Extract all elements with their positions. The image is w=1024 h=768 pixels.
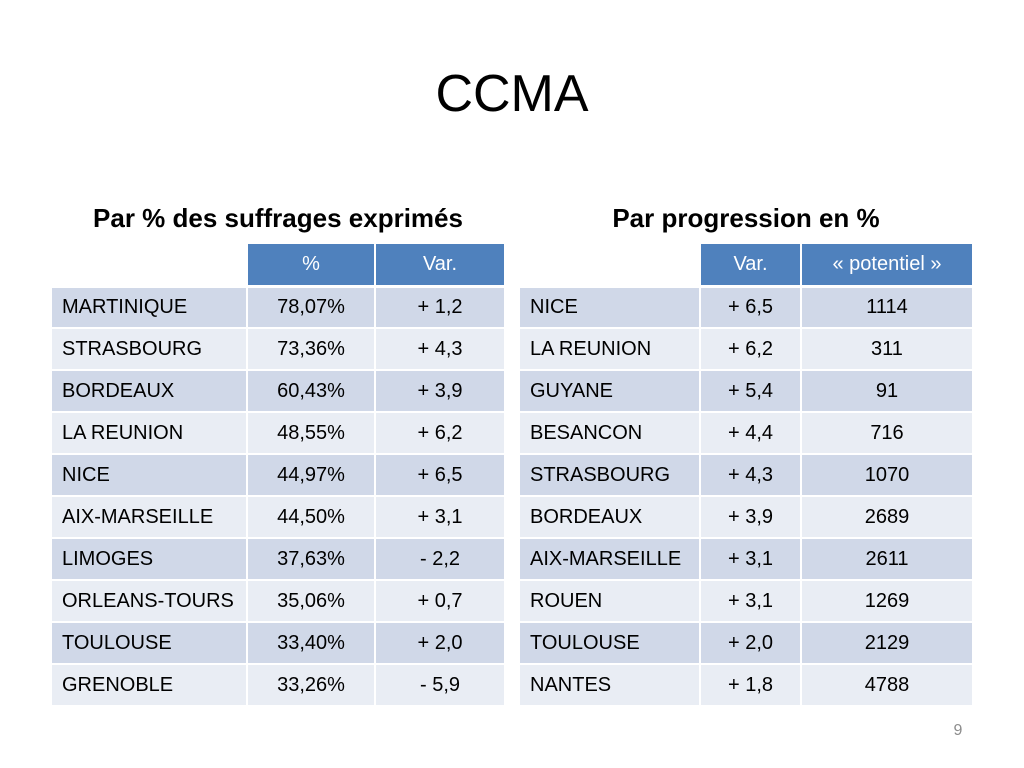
row-var: + 3,9 — [375, 370, 504, 413]
row-name: TOULOUSE — [520, 622, 701, 665]
row-name: LA REUNION — [52, 412, 248, 455]
row-name: ORLEANS-TOURS — [52, 580, 248, 623]
table-row: BORDEAUX 60,43% + 3,9 — [52, 370, 504, 413]
table-row: ORLEANS-TOURS 35,06% + 0,7 — [52, 580, 504, 623]
left-results-table: % Var. MARTINIQUE 78,07% + 1,2 STRASBOUR… — [52, 244, 504, 707]
row-name: STRASBOURG — [520, 454, 701, 497]
row-potentiel: 91 — [801, 370, 972, 413]
column-header-name — [52, 244, 248, 288]
row-name: BORDEAUX — [52, 370, 248, 413]
row-percent: 73,36% — [247, 328, 376, 371]
table-row: LA REUNION + 6,2 311 — [520, 328, 972, 371]
table-row: AIX-MARSEILLE 44,50% + 3,1 — [52, 496, 504, 539]
page-number: 9 — [953, 722, 963, 739]
row-name: NICE — [52, 454, 248, 497]
slide-title: CCMA — [435, 65, 589, 123]
row-var: - 2,2 — [375, 538, 504, 581]
row-name: GUYANE — [520, 370, 701, 413]
table-row: NANTES + 1,8 4788 — [520, 664, 972, 707]
row-var: + 1,8 — [700, 664, 802, 707]
row-percent: 33,26% — [247, 664, 376, 707]
row-percent: 44,97% — [247, 454, 376, 497]
row-name: NICE — [520, 286, 701, 329]
row-name: MARTINIQUE — [52, 286, 248, 329]
table-row: MARTINIQUE 78,07% + 1,2 — [52, 286, 504, 329]
row-potentiel: 716 — [801, 412, 972, 455]
row-var: + 3,9 — [700, 496, 802, 539]
table-row: LA REUNION 48,55% + 6,2 — [52, 412, 504, 455]
table-row: STRASBOURG + 4,3 1070 — [520, 454, 972, 497]
row-name: LIMOGES — [52, 538, 248, 581]
row-percent: 35,06% — [247, 580, 376, 623]
row-percent: 60,43% — [247, 370, 376, 413]
row-var: + 5,4 — [700, 370, 802, 413]
row-name: TOULOUSE — [52, 622, 248, 665]
table-row: STRASBOURG 73,36% + 4,3 — [52, 328, 504, 371]
row-var: + 2,0 — [700, 622, 802, 665]
row-var: + 4,3 — [700, 454, 802, 497]
table-row: BORDEAUX + 3,9 2689 — [520, 496, 972, 539]
row-var: + 0,7 — [375, 580, 504, 623]
row-var: + 6,5 — [375, 454, 504, 497]
row-var: + 1,2 — [375, 286, 504, 329]
row-potentiel: 4788 — [801, 664, 972, 707]
row-var: + 3,1 — [700, 538, 802, 581]
column-header-var: Var. — [375, 244, 504, 288]
row-name: AIX-MARSEILLE — [520, 538, 701, 581]
row-name: AIX-MARSEILLE — [52, 496, 248, 539]
row-var: + 2,0 — [375, 622, 504, 665]
row-percent: 48,55% — [247, 412, 376, 455]
row-percent: 78,07% — [247, 286, 376, 329]
row-name: STRASBOURG — [52, 328, 248, 371]
column-header-potentiel: « potentiel » — [801, 244, 972, 288]
row-var: + 4,4 — [700, 412, 802, 455]
table-row: LIMOGES 37,63% - 2,2 — [52, 538, 504, 581]
row-var: + 6,2 — [700, 328, 802, 371]
column-header-name — [520, 244, 701, 288]
row-var: - 5,9 — [375, 664, 504, 707]
row-percent: 44,50% — [247, 496, 376, 539]
right-results-table: Var. « potentiel » NICE + 6,5 1114 LA RE… — [520, 244, 972, 707]
row-var: + 6,5 — [700, 286, 802, 329]
row-potentiel: 1114 — [801, 286, 972, 329]
row-percent: 33,40% — [247, 622, 376, 665]
row-potentiel: 2611 — [801, 538, 972, 581]
row-potentiel: 1070 — [801, 454, 972, 497]
row-name: BORDEAUX — [520, 496, 701, 539]
table-row: AIX-MARSEILLE + 3,1 2611 — [520, 538, 972, 581]
table-row: BESANCON + 4,4 716 — [520, 412, 972, 455]
row-var: + 4,3 — [375, 328, 504, 371]
row-potentiel: 1269 — [801, 580, 972, 623]
row-name: BESANCON — [520, 412, 701, 455]
row-potentiel: 2129 — [801, 622, 972, 665]
row-var: + 3,1 — [700, 580, 802, 623]
column-header-var: Var. — [700, 244, 802, 288]
row-name: ROUEN — [520, 580, 701, 623]
table-header-row: Var. « potentiel » — [520, 244, 972, 288]
table-header-row: % Var. — [52, 244, 504, 288]
row-percent: 37,63% — [247, 538, 376, 581]
row-potentiel: 2689 — [801, 496, 972, 539]
table-row: GRENOBLE 33,26% - 5,9 — [52, 664, 504, 707]
table-row: NICE + 6,5 1114 — [520, 286, 972, 329]
row-name: NANTES — [520, 664, 701, 707]
column-header-percent: % — [247, 244, 376, 288]
row-name: LA REUNION — [520, 328, 701, 371]
table-row: TOULOUSE + 2,0 2129 — [520, 622, 972, 665]
row-var: + 3,1 — [375, 496, 504, 539]
table-row: NICE 44,97% + 6,5 — [52, 454, 504, 497]
table-row: GUYANE + 5,4 91 — [520, 370, 972, 413]
left-table-heading: Par % des suffrages exprimés — [93, 203, 463, 233]
table-row: ROUEN + 3,1 1269 — [520, 580, 972, 623]
row-var: + 6,2 — [375, 412, 504, 455]
table-row: TOULOUSE 33,40% + 2,0 — [52, 622, 504, 665]
row-name: GRENOBLE — [52, 664, 248, 707]
right-table-heading: Par progression en % — [612, 203, 880, 233]
row-potentiel: 311 — [801, 328, 972, 371]
